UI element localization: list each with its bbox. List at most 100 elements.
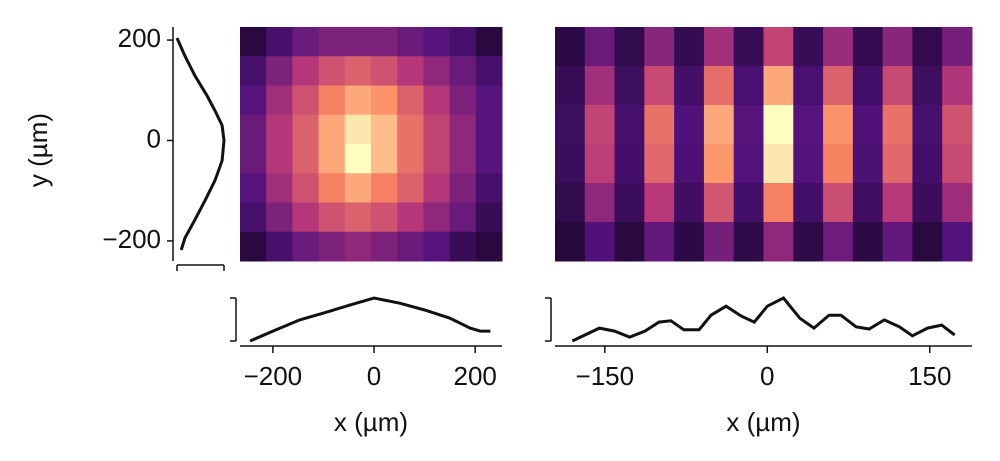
- heatmap-cell: [292, 27, 320, 57]
- heatmap-cell: [423, 56, 451, 86]
- heatmap-cell: [912, 222, 943, 262]
- x-tick-label: 200: [453, 361, 496, 391]
- heatmap-cell: [397, 56, 424, 86]
- heatmap-cell: [703, 105, 735, 145]
- heatmap-cell: [703, 222, 735, 262]
- heatmap-cell: [793, 66, 824, 106]
- y-tick-label: 0: [147, 123, 161, 153]
- heatmap-cell: [942, 144, 973, 184]
- heatmap-cell: [674, 144, 705, 184]
- heatmap-cell: [942, 105, 973, 145]
- heatmap-cell: [852, 66, 884, 106]
- x-tick-label: 0: [367, 361, 381, 391]
- heatmap-cell: [371, 27, 398, 57]
- heatmap-cell: [644, 222, 675, 262]
- heatmap-cell: [823, 27, 854, 67]
- heatmap-cell: [423, 202, 451, 233]
- heatmap-cell: [703, 27, 735, 67]
- heatmap-cell: [266, 144, 293, 174]
- heatmap-cell: [292, 85, 320, 116]
- x-tick-label: 0: [760, 361, 774, 391]
- heatmap-cell: [397, 202, 424, 233]
- heatmap-cell: [475, 114, 503, 145]
- heatmap-cell: [674, 222, 705, 262]
- heatmap-cell: [614, 27, 645, 67]
- heatmap-cell: [449, 231, 477, 262]
- heatmap-cell: [240, 173, 267, 203]
- heatmap-cell: [852, 27, 884, 67]
- heatmap-cell: [644, 27, 675, 67]
- heatmap-cell: [703, 183, 735, 223]
- heatmap-cell: [449, 144, 477, 174]
- heatmap-cell: [397, 173, 424, 203]
- heatmap-cell: [733, 222, 764, 262]
- heatmap-cell: [703, 66, 735, 106]
- x-axis-label: x (µm): [334, 407, 408, 437]
- heatmap-cell: [555, 66, 586, 106]
- heatmap-cell: [733, 183, 764, 223]
- heatmap-cell: [371, 56, 398, 86]
- heatmap-cell: [240, 85, 267, 116]
- heatmap-cell: [397, 144, 424, 174]
- heatmap-cell: [371, 144, 398, 174]
- heatmap-cell: [852, 144, 884, 184]
- heatmap-cell: [763, 66, 794, 106]
- heatmap-cell: [823, 105, 854, 145]
- heatmap-cell: [763, 144, 794, 184]
- heatmap-cell: [733, 105, 764, 145]
- heatmap-cell: [266, 231, 293, 262]
- heatmap-cell: [912, 27, 943, 67]
- heatmap-cell: [240, 27, 267, 57]
- heatmap-cell: [371, 202, 398, 233]
- heatmap-cell: [584, 144, 616, 184]
- heatmap-cell: [823, 222, 854, 262]
- heatmap-cell: [344, 202, 372, 233]
- y-tick-label: 200: [118, 23, 161, 53]
- heatmap-cell: [912, 183, 943, 223]
- heatmap-cell: [318, 144, 346, 174]
- heatmap-cell: [555, 222, 586, 262]
- y-profile-line: [175, 37, 226, 251]
- heatmap-cell: [674, 66, 705, 106]
- heatmap-cell: [852, 222, 884, 262]
- heatmap-cell: [674, 105, 705, 145]
- heatmap-cell: [449, 85, 477, 116]
- heatmap-cell: [555, 183, 586, 223]
- heatmap-cell: [942, 183, 973, 223]
- heatmap-cell: [240, 144, 267, 174]
- heatmap-cell: [475, 85, 503, 116]
- heatmap-cell: [703, 144, 735, 184]
- heatmap-cell: [397, 27, 424, 57]
- heatmap-cell: [423, 173, 451, 203]
- heatmap-cell: [475, 173, 503, 203]
- heatmap-cell: [240, 202, 267, 233]
- x-tick-label: −150: [576, 361, 635, 391]
- heatmap-cell: [344, 56, 372, 86]
- heatmap-cell: [912, 66, 943, 106]
- heatmap-cell: [266, 202, 293, 233]
- heatmap-cell: [555, 105, 586, 145]
- heatmap-cell: [644, 66, 675, 106]
- heatmap-cell: [793, 27, 824, 67]
- heatmap-cell: [318, 202, 346, 233]
- heatmap-cell: [344, 231, 372, 262]
- heatmap-cell: [423, 144, 451, 174]
- heatmap-cell: [344, 114, 372, 145]
- heatmap-cell: [475, 202, 503, 233]
- heatmap-cell: [823, 66, 854, 106]
- heatmap-cell: [240, 231, 267, 262]
- y-tick-label: −200: [102, 224, 161, 254]
- heatmap-cell: [942, 27, 973, 67]
- heatmap-cell: [614, 105, 645, 145]
- heatmap-cell: [793, 222, 824, 262]
- heatmap-cell: [240, 114, 267, 145]
- heatmap-cell: [584, 105, 616, 145]
- x-tick-label: −200: [244, 361, 303, 391]
- heatmap-cell: [292, 144, 320, 174]
- heatmap-cell: [882, 222, 913, 262]
- heatmap-cell: [475, 231, 503, 262]
- x-profile-line: [571, 296, 956, 343]
- heatmap-cell: [318, 173, 346, 203]
- heatmap-cell: [449, 173, 477, 203]
- heatmap-cell: [266, 56, 293, 86]
